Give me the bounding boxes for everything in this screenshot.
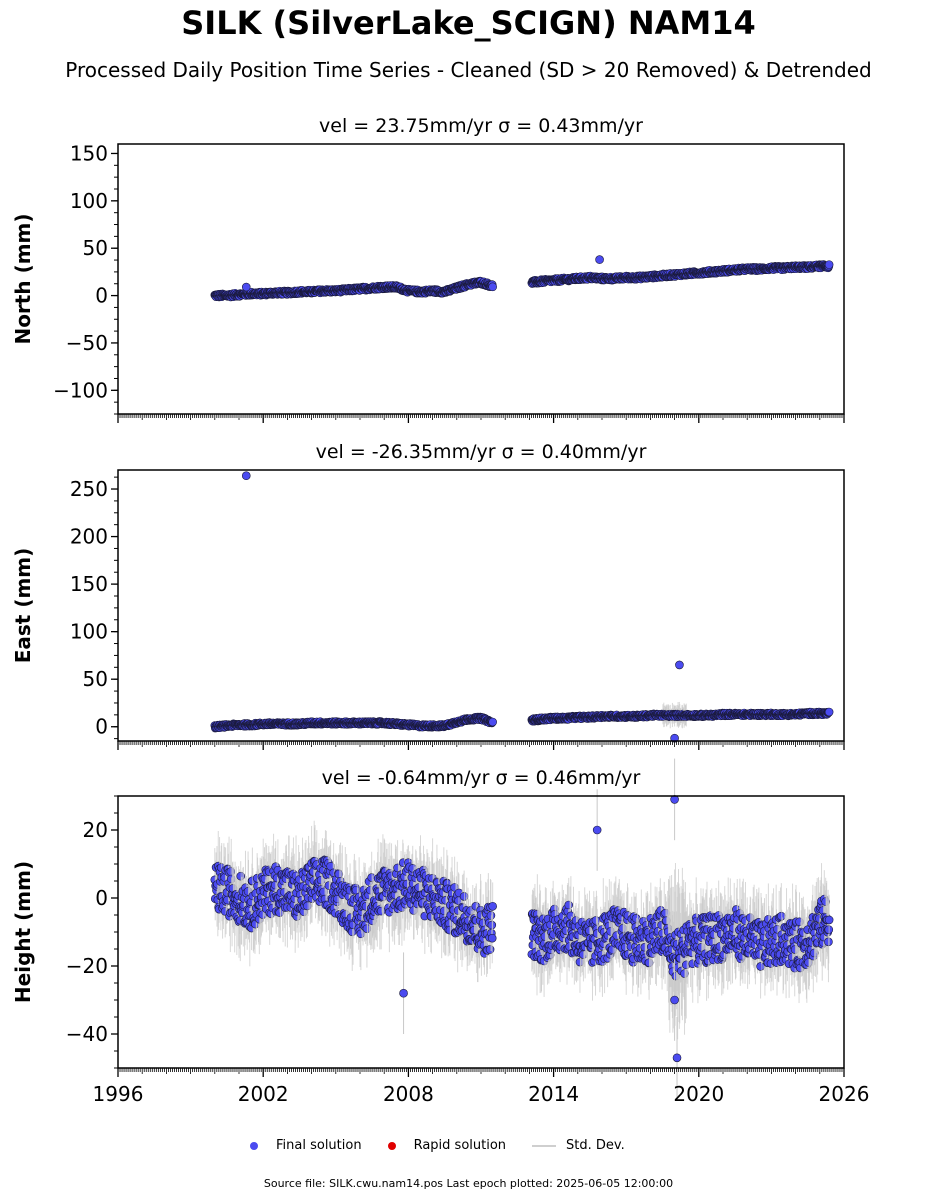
- final-solution-point: [488, 717, 497, 727]
- y-tick-label: 100: [70, 189, 108, 213]
- panel-title-1: vel = -26.35mm/yr σ = 0.40mm/yr: [316, 441, 647, 463]
- chart-title: SILK (SilverLake_SCIGN) NAM14: [181, 4, 756, 42]
- final-solution-point: [824, 260, 834, 269]
- final-solution-point: [488, 282, 497, 292]
- y-tick-label: 0: [95, 284, 108, 308]
- chart-subtitle: Processed Daily Position Time Series - C…: [65, 58, 872, 82]
- y-tick-label: −100: [53, 378, 108, 402]
- y-axis-label-0: North (mm): [11, 213, 35, 344]
- outlier-point: [241, 282, 251, 292]
- outlier-point: [595, 255, 604, 264]
- y-tick-label: −50: [66, 331, 108, 355]
- y-tick-label: 150: [70, 141, 108, 165]
- panel-title-0: vel = 23.75mm/yr σ = 0.43mm/yr: [319, 115, 643, 137]
- y-axis-label-1: East (mm): [11, 548, 35, 664]
- y-tick-label: 50: [83, 236, 108, 260]
